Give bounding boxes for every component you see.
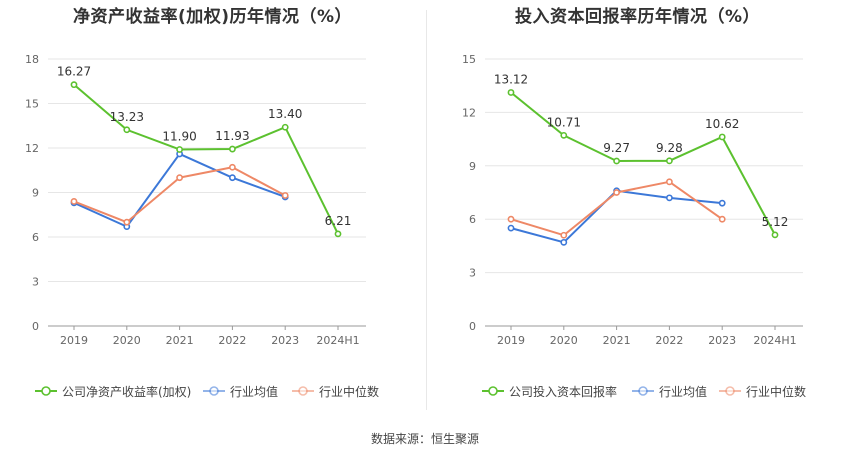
y-tick-label: 0	[469, 320, 476, 333]
data-point	[228, 163, 236, 171]
y-tick-label: 6	[32, 231, 39, 244]
legend-label: 行业均值	[659, 384, 708, 399]
data-point	[771, 231, 779, 239]
data-point	[613, 157, 620, 165]
data-label: 10.71	[547, 115, 581, 129]
x-tick-label: 2019	[497, 334, 525, 347]
x-tick-label: 2022	[655, 334, 683, 347]
x-tick-label: 2024H1	[316, 334, 359, 347]
legend-item-0[interactable]: 公司投入资本回报率	[482, 382, 617, 400]
roe-chart-panel: 净资产收益率(加权)历年情况（%） 0 3 6 9 12 15 18 2019 2020 2021…	[0, 0, 425, 420]
legend-line-marker-icon	[719, 386, 741, 396]
panel-divider	[426, 10, 427, 410]
legend-item-2[interactable]: 行业中位数	[292, 382, 379, 400]
data-point	[281, 192, 289, 199]
data-label: 6.21	[325, 214, 352, 228]
legend-label: 行业中位数	[746, 384, 807, 399]
roic-chart-title: 投入资本回报率历年情况（%）	[514, 7, 761, 27]
data-label: 13.23	[110, 110, 144, 124]
data-point	[281, 123, 289, 131]
data-point	[665, 194, 673, 202]
data-label: 11.90	[162, 129, 196, 143]
y-tick-label: 15	[462, 53, 476, 66]
legend-item-1[interactable]: 行业均值	[203, 382, 278, 400]
data-point	[176, 146, 183, 153]
x-tick-label: 2019	[60, 334, 88, 347]
data-point	[228, 174, 236, 182]
data-label: 5.12	[762, 215, 789, 229]
legend-line-marker-icon	[203, 386, 225, 396]
legend-line-marker-icon	[35, 386, 57, 396]
data-point	[665, 178, 673, 186]
series-line-0	[73, 83, 339, 235]
data-point	[334, 230, 342, 238]
data-point	[70, 197, 78, 205]
roe-line-chart: 0 3 6 9 12 15 18 2019 2020 2021 2022 2023 2024H1 16.2…	[25, 53, 366, 347]
roe-chart-legend: 公司净资产收益率(加权) 行业均值 行业中位数	[0, 382, 425, 400]
data-point	[228, 145, 236, 153]
data-point	[718, 133, 726, 141]
data-label: 16.27	[57, 65, 91, 79]
legend-item-1[interactable]: 行业均值	[632, 382, 707, 400]
y-tick-label: 12	[462, 106, 476, 119]
legend-label: 公司投入资本回报率	[509, 384, 618, 399]
data-point	[560, 238, 568, 246]
roic-line-chart: 0 3 6 9 12 15 2019 2020 2021 2022 2023 2024H1 13.12 1…	[462, 53, 803, 347]
legend-label: 行业中位数	[319, 384, 380, 399]
data-label: 13.12	[494, 72, 528, 86]
x-tick-label: 2023	[708, 334, 736, 347]
legend-line-marker-icon	[632, 386, 654, 396]
data-label: 13.40	[268, 107, 302, 121]
data-point	[507, 215, 515, 223]
x-tick-label: 2021	[603, 334, 631, 347]
legend-line-marker-icon	[482, 386, 504, 396]
y-tick-label: 9	[32, 187, 39, 200]
data-point	[123, 218, 131, 226]
y-tick-label: 15	[25, 98, 39, 111]
y-tick-label: 9	[469, 160, 476, 173]
data-point	[507, 89, 515, 96]
series-line-0	[510, 91, 776, 236]
data-point	[665, 157, 673, 165]
data-point	[507, 224, 515, 232]
legend-line-marker-icon	[292, 386, 314, 396]
data-source-footer: 数据来源：恒生聚源	[370, 432, 479, 446]
data-point	[560, 131, 568, 139]
x-tick-label: 2020	[113, 334, 141, 347]
y-tick-label: 18	[25, 53, 39, 66]
roic-chart-panel: 投入资本回报率历年情况（%） 0 3 6 9 12 15 2019 2020 2021 2022 2…	[425, 0, 850, 420]
data-label: 9.28	[656, 141, 683, 155]
x-tick-label: 2023	[271, 334, 299, 347]
y-tick-label: 3	[469, 267, 476, 280]
roe-chart-title: 净资产收益率(加权)历年情况（%）	[72, 7, 353, 27]
series-line-1	[73, 152, 286, 228]
y-tick-label: 12	[25, 142, 39, 155]
data-point	[718, 215, 726, 223]
x-tick-label: 2020	[550, 334, 578, 347]
data-point	[123, 126, 131, 134]
x-tick-label: 2024H1	[753, 334, 796, 347]
legend-label: 公司净资产收益率(加权)	[62, 384, 192, 399]
data-label: 11.93	[215, 129, 249, 143]
data-point	[176, 174, 183, 182]
series-line-1	[510, 189, 723, 244]
data-point	[718, 199, 726, 207]
legend-item-0[interactable]: 公司净资产收益率(加权)	[35, 382, 191, 400]
legend-label: 行业均值	[230, 384, 279, 399]
x-tick-label: 2021	[166, 334, 194, 347]
data-point	[613, 189, 620, 196]
data-point	[560, 231, 568, 239]
y-tick-label: 3	[32, 276, 39, 289]
roic-chart-legend: 公司投入资本回报率 行业均值 行业中位数	[425, 382, 850, 400]
x-tick-label: 2022	[218, 334, 246, 347]
data-label: 9.27	[603, 141, 630, 155]
data-label: 10.62	[705, 117, 739, 131]
legend-item-2[interactable]: 行业中位数	[719, 382, 806, 400]
y-tick-label: 6	[469, 213, 476, 226]
data-point	[70, 81, 78, 89]
y-tick-label: 0	[32, 320, 39, 333]
